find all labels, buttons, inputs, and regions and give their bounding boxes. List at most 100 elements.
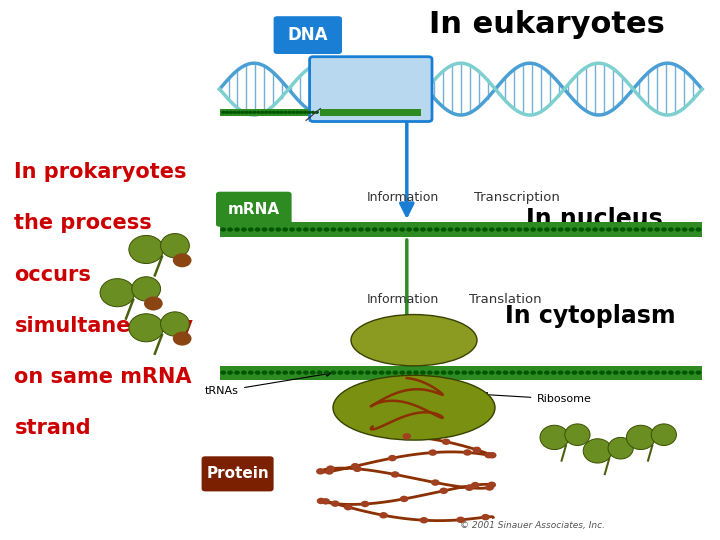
Circle shape [634,227,639,232]
Text: Transcription: Transcription [474,191,559,204]
Text: on same mRNA: on same mRNA [14,367,192,387]
Circle shape [386,370,392,375]
Circle shape [578,227,584,232]
Circle shape [388,455,397,461]
Circle shape [361,501,369,507]
Circle shape [551,227,557,232]
Circle shape [310,227,315,232]
Circle shape [537,227,543,232]
FancyBboxPatch shape [220,222,702,237]
Circle shape [472,447,481,453]
Circle shape [233,111,237,114]
Circle shape [626,227,632,232]
Text: the process: the process [14,213,152,233]
Circle shape [406,370,412,375]
Circle shape [234,227,240,232]
Circle shape [240,111,245,114]
Circle shape [523,370,529,375]
Circle shape [688,370,694,375]
Circle shape [427,227,433,232]
Circle shape [248,111,253,114]
Circle shape [572,370,577,375]
Circle shape [696,227,701,232]
Circle shape [523,227,529,232]
Circle shape [551,370,557,375]
Circle shape [173,332,192,346]
Circle shape [402,433,411,440]
Circle shape [234,370,240,375]
Text: Ribosome: Ribosome [483,393,591,404]
FancyBboxPatch shape [320,109,421,116]
Circle shape [260,111,264,114]
Circle shape [572,227,577,232]
Circle shape [593,227,598,232]
Circle shape [454,370,460,375]
Circle shape [599,370,605,375]
Circle shape [613,227,618,232]
Circle shape [310,370,315,375]
Circle shape [468,370,474,375]
Circle shape [413,370,419,375]
Circle shape [463,449,472,456]
Circle shape [228,227,233,232]
Circle shape [289,227,295,232]
Circle shape [237,111,241,114]
Circle shape [372,227,377,232]
Circle shape [558,227,564,232]
Circle shape [503,370,508,375]
Circle shape [510,370,516,375]
Circle shape [661,227,667,232]
Circle shape [248,227,253,232]
Circle shape [599,227,605,232]
Circle shape [255,370,261,375]
Circle shape [578,370,584,375]
Circle shape [323,370,329,375]
FancyBboxPatch shape [310,57,432,122]
Circle shape [282,370,288,375]
Circle shape [448,227,454,232]
Circle shape [442,438,451,445]
Circle shape [386,227,392,232]
Circle shape [496,370,502,375]
Circle shape [317,498,325,504]
Circle shape [456,517,465,523]
Circle shape [344,504,353,510]
Circle shape [379,512,388,518]
Circle shape [634,370,639,375]
Circle shape [144,296,163,310]
Circle shape [311,111,315,114]
Circle shape [406,227,412,232]
FancyBboxPatch shape [274,16,342,54]
Circle shape [593,370,598,375]
Circle shape [400,227,405,232]
Circle shape [530,370,536,375]
Circle shape [606,227,612,232]
Circle shape [228,370,233,375]
Circle shape [264,111,269,114]
Circle shape [379,227,384,232]
Circle shape [221,111,225,114]
Circle shape [256,111,261,114]
FancyBboxPatch shape [220,109,320,116]
Circle shape [682,370,688,375]
Circle shape [558,370,564,375]
Circle shape [462,370,467,375]
Circle shape [220,227,226,232]
FancyBboxPatch shape [202,456,274,491]
Circle shape [544,370,550,375]
Circle shape [427,370,433,375]
Circle shape [173,253,192,267]
Circle shape [462,227,467,232]
Circle shape [241,227,247,232]
Circle shape [485,484,494,491]
Circle shape [468,227,474,232]
Circle shape [489,227,495,232]
Circle shape [647,370,653,375]
Circle shape [323,227,329,232]
Circle shape [261,227,267,232]
Circle shape [299,111,303,114]
Text: Translation: Translation [469,293,542,306]
Circle shape [475,227,481,232]
Circle shape [420,517,428,523]
Text: In eukaryotes: In eukaryotes [429,10,665,39]
